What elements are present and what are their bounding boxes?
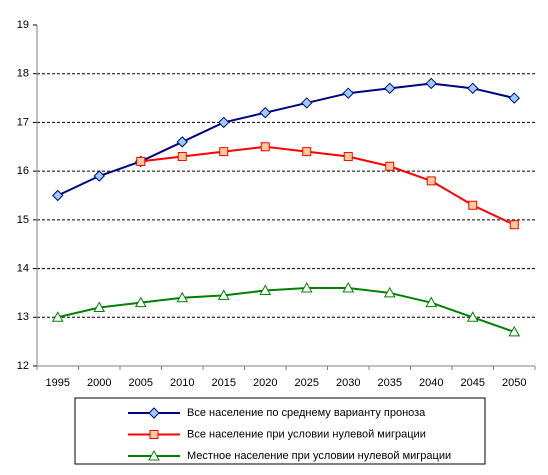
point [342,87,354,99]
series-line [57,287,515,333]
point [93,301,106,313]
point [425,296,438,308]
point [134,296,147,308]
point [217,289,230,300]
point [509,220,519,230]
point [383,286,396,298]
point [177,152,187,162]
x-tick-label: 2030 [336,377,360,389]
x-tick-label: 1995 [46,377,70,389]
x-tick-label: 2005 [129,377,153,389]
point [343,152,353,162]
x-tick-label: 2035 [378,377,402,389]
y-tick-label: 14 [17,262,29,274]
legend-label: Местное население при условии нулевой ми… [187,450,451,462]
point [425,77,437,90]
x-tick-label: 2010 [170,377,194,389]
point [467,82,479,95]
point [259,284,272,295]
legend-label: Все население по среднему варианту проно… [187,407,426,419]
legend-box [74,397,486,465]
series-line [57,82,515,197]
point [218,116,230,129]
point [508,325,521,337]
point [259,106,271,119]
point [384,82,396,95]
point [52,189,64,202]
point [302,147,312,157]
point [176,136,188,148]
y-tick-label: 12 [17,360,29,372]
point [51,311,64,322]
x-tick-label: 2045 [461,377,485,389]
x-tick-label: 2020 [253,377,277,389]
y-tick-label: 16 [17,165,29,177]
x-tick-label: 2000 [87,377,111,389]
y-tick-label: 15 [17,214,29,226]
point [93,170,105,182]
point [468,200,478,210]
legend-marker [148,449,160,461]
x-tick-label: 2050 [502,377,526,389]
legend-label: Все население при условии нулевой миграц… [187,428,426,440]
point [176,291,189,303]
point [136,156,146,166]
point [508,92,520,104]
y-tick-label: 18 [17,68,29,80]
y-tick-label: 13 [17,311,29,323]
point [301,97,313,109]
x-tick-label: 2040 [419,377,443,389]
y-tick-label: 19 [17,19,29,31]
legend-marker [149,430,159,439]
legend-marker [148,407,160,419]
point [466,311,479,322]
point [385,161,395,171]
x-tick-label: 2015 [212,377,236,389]
series-line [140,145,515,226]
point [260,142,270,152]
point [342,282,355,293]
point [426,176,436,186]
point [219,147,229,157]
x-tick-label: 2025 [295,377,319,389]
point [300,282,313,293]
y-tick-label: 17 [17,116,29,128]
